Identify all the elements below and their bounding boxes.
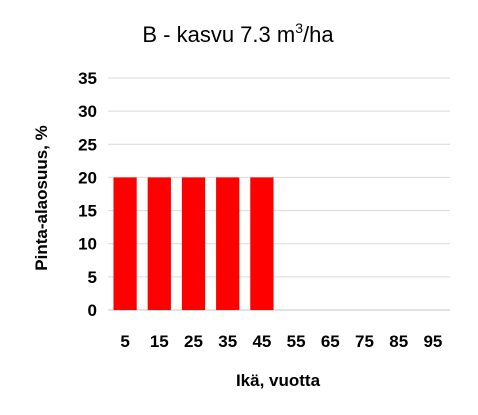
- x-axis-label: Ikä, vuotta: [236, 371, 321, 390]
- y-tick-label: 35: [78, 69, 97, 88]
- y-tick-labels: 0 5 10 15 20 25 30 35: [78, 69, 97, 320]
- y-tick-label: 10: [78, 235, 97, 254]
- y-axis-label: Pinta-alaosuus, %: [32, 125, 51, 270]
- x-tick-label: 35: [218, 332, 237, 351]
- chart-title: B - kasvu 7.3 m3/ha: [142, 20, 334, 47]
- x-tick-labels: 5 15 25 35 45 55 65 75 85 95: [120, 332, 442, 351]
- x-tick-label: 45: [252, 332, 271, 351]
- y-tick-label: 15: [78, 202, 97, 221]
- chart-title-main: B - kasvu 7.3 m: [142, 22, 295, 47]
- chart-title-suffix: /ha: [303, 22, 334, 47]
- bar-45: [250, 177, 274, 310]
- x-tick-label: 55: [287, 332, 306, 351]
- x-tick-label: 85: [389, 332, 408, 351]
- bar-5: [113, 177, 137, 310]
- x-tick-label: 25: [184, 332, 203, 351]
- y-tick-label: 0: [88, 301, 97, 320]
- y-tick-label: 30: [78, 102, 97, 121]
- chart-title-superscript: 3: [295, 20, 303, 36]
- x-tick-label: 95: [423, 332, 442, 351]
- bar-25: [181, 177, 206, 310]
- y-tick-label: 5: [88, 268, 97, 287]
- x-tick-label: 75: [355, 332, 374, 351]
- bar-15: [147, 177, 171, 310]
- x-tick-label: 65: [321, 332, 340, 351]
- x-tick-label: 5: [120, 332, 129, 351]
- bars: [113, 177, 274, 310]
- y-tick-label: 20: [78, 168, 97, 187]
- y-tick-label: 25: [78, 135, 97, 154]
- x-tick-label: 15: [150, 332, 169, 351]
- bar-35: [216, 177, 240, 310]
